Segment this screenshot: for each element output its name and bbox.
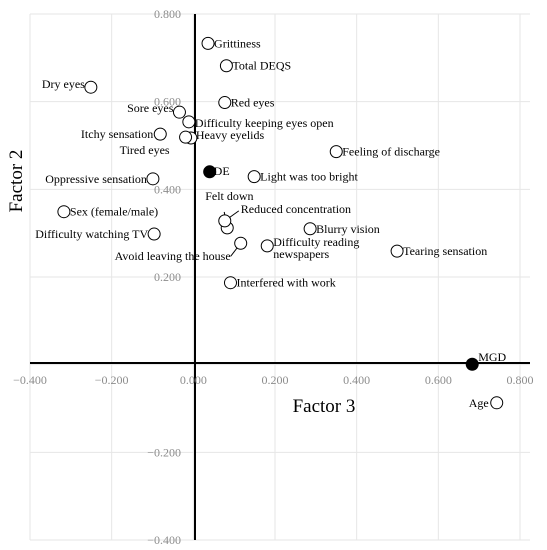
x-tick-label: −0.200 xyxy=(95,373,129,387)
label-mgd: MGD xyxy=(478,350,506,364)
x-tick-label: 0.800 xyxy=(507,373,534,387)
y-tick-label: 0.600 xyxy=(154,95,181,109)
point-difficulty-reading-newspapers xyxy=(260,239,274,253)
point-oppressive-sensation xyxy=(146,172,160,186)
label-reduced-concentration: Reduced concentration xyxy=(241,202,351,216)
point-avoid-leaving-the-house xyxy=(234,236,248,250)
label-dry-eyes: Dry eyes xyxy=(42,77,85,91)
point-tearing-sensation xyxy=(390,244,404,258)
x-axis-label: Factor 3 xyxy=(293,396,356,417)
label-heavy-eyelids: Heavy eyelids xyxy=(196,128,265,142)
y-tick-label: −0.400 xyxy=(147,533,181,547)
point-itchy-sensation xyxy=(153,127,167,141)
label-light-was-too-bright: Light was too bright xyxy=(260,170,358,184)
label-tired-eyes: Tired eyes xyxy=(120,143,170,157)
label-sex-female-male: Sex (female/male) xyxy=(70,205,158,219)
label-felt-down: Felt down xyxy=(205,189,253,203)
label-difficulty-watching-tv: Difficulty watching TV xyxy=(35,227,148,241)
point-mgd xyxy=(465,357,479,371)
point-reduced-concentration xyxy=(218,214,232,228)
x-tick-label: 0.200 xyxy=(262,373,289,387)
point-age xyxy=(490,396,504,410)
x-tick-label: 0.400 xyxy=(343,373,370,387)
label-feeling-of-discharge: Feeling of discharge xyxy=(342,145,440,159)
y-tick-label: 0.400 xyxy=(154,182,181,196)
y-tick-label: −0.200 xyxy=(147,445,181,459)
x-tick-label: −0.400 xyxy=(13,373,47,387)
label-de: DE xyxy=(214,164,230,178)
point-sore-eyes xyxy=(172,105,186,119)
x-tick-label: 0.600 xyxy=(425,373,452,387)
point-red-eyes xyxy=(218,96,232,110)
x-tick-label: 0.000 xyxy=(180,373,207,387)
point-de xyxy=(203,165,217,179)
point-difficulty-watching-tv xyxy=(147,227,161,241)
label-itchy-sensation: Itchy sensation xyxy=(81,127,153,141)
label-grittiness: Grittiness xyxy=(214,36,261,50)
label-avoid-leaving-the-house: Avoid leaving the house xyxy=(115,249,231,263)
point-grittiness xyxy=(201,36,215,50)
y-tick-label: 0.800 xyxy=(154,7,181,21)
label-difficulty-reading-newspapers: Difficulty reading newspapers xyxy=(273,235,359,261)
point-labels: Grittiness Total DEQS Dry eyes Red eyes Sore… xyxy=(35,36,506,409)
point-blurry-vision xyxy=(303,222,317,236)
label-age: Age xyxy=(469,396,489,410)
y-tick-label: 0.200 xyxy=(154,270,181,284)
point-tired-eyes xyxy=(179,130,193,144)
gridlines xyxy=(29,13,530,541)
label-tearing-sensation: Tearing sensation xyxy=(403,244,487,258)
point-light-was-too-bright xyxy=(247,170,261,184)
point-dry-eyes xyxy=(84,80,98,94)
label-total-deqs: Total DEQS xyxy=(232,59,291,73)
label-blurry-vision: Blurry vision xyxy=(316,222,380,236)
label-red-eyes: Red eyes xyxy=(231,96,275,110)
point-total-deqs xyxy=(219,59,233,73)
data-points xyxy=(57,36,504,410)
label-interfered-with-work: Interfered with work xyxy=(236,276,335,290)
label-difficulty-keeping-eyes-open: Difficulty keeping eyes open xyxy=(195,116,334,130)
label-oppressive-sensation: Oppressive sensation xyxy=(45,172,147,186)
point-feeling-of-discharge xyxy=(329,145,343,159)
point-sex-female-male xyxy=(57,205,71,219)
point-difficulty-keeping-eyes-open xyxy=(182,115,196,129)
tick-labels: −0.400 −0.200 0.000 0.200 0.400 0.600 0.800 −0.… xyxy=(13,7,533,547)
label-sore-eyes: Sore eyes xyxy=(127,101,174,115)
point-interfered-with-work xyxy=(223,276,237,290)
y-axis-label: Factor 2 xyxy=(6,150,27,213)
